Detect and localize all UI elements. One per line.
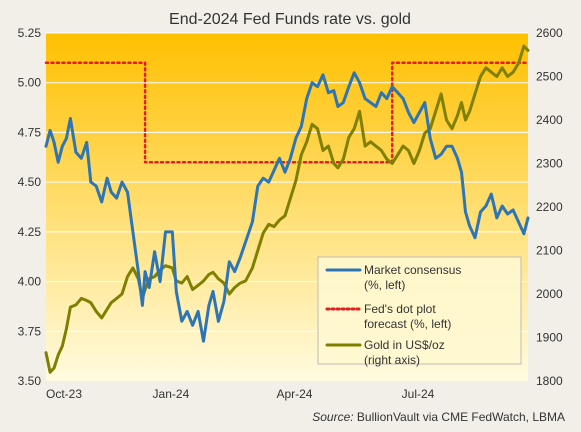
legend-gold-line2: (right axis) bbox=[364, 353, 420, 367]
legend-dot-plot-line2: forecast (%, left) bbox=[364, 317, 451, 331]
right-tick-label: 2200 bbox=[536, 200, 563, 214]
series-layer bbox=[44, 44, 530, 374]
right-tick-label: 2100 bbox=[536, 244, 563, 258]
left-tick-label: 4.25 bbox=[18, 225, 42, 239]
left-axis-ticks: 3.50 3.75 4.00 4.25 4.50 4.75 5.00 5.25 bbox=[18, 26, 42, 388]
right-tick-label: 2500 bbox=[536, 70, 563, 84]
x-tick-label: Oct-23 bbox=[46, 387, 82, 401]
source-label: Source: bbox=[312, 410, 353, 424]
left-tick-label: 3.75 bbox=[18, 324, 42, 338]
legend-market-consensus-line2: (%, left) bbox=[364, 278, 405, 292]
legend-market-consensus-line1: Market consensus bbox=[364, 263, 461, 277]
series-line-2 bbox=[44, 44, 530, 374]
right-axis-ticks: 1800 1900 2000 2100 2200 2300 2400 2500 2600 bbox=[536, 26, 563, 388]
right-tick-label: 2600 bbox=[536, 26, 563, 40]
legend-gold-line1: Gold in US$/oz bbox=[364, 338, 445, 352]
left-tick-label: 5.00 bbox=[18, 76, 42, 90]
right-tick-label: 2300 bbox=[536, 157, 563, 171]
left-tick-label: 3.50 bbox=[18, 374, 42, 388]
right-tick-label: 1900 bbox=[536, 331, 563, 345]
legend: Market consensus (%, left) Fed's dot plo… bbox=[317, 256, 522, 367]
x-tick-label: Jan-24 bbox=[153, 387, 190, 401]
left-tick-label: 4.75 bbox=[18, 125, 42, 139]
x-tick-label: Jul-24 bbox=[402, 387, 435, 401]
right-tick-label: 2000 bbox=[536, 287, 563, 301]
left-tick-label: 4.50 bbox=[18, 175, 42, 189]
x-axis-ticks: Oct-23 Jan-24 Apr-24 Jul-24 bbox=[46, 387, 435, 401]
x-tick-label: Apr-24 bbox=[276, 387, 312, 401]
source-note: Source: BullionVault via CME FedWatch, L… bbox=[312, 410, 565, 424]
left-tick-label: 5.25 bbox=[18, 26, 42, 40]
left-tick-label: 4.00 bbox=[18, 275, 42, 289]
series-line-1 bbox=[44, 61, 530, 164]
right-tick-label: 2400 bbox=[536, 113, 563, 127]
chart-title: End-2024 Fed Funds rate vs. gold bbox=[169, 11, 411, 28]
source-text: BullionVault via CME FedWatch, LBMA bbox=[357, 410, 565, 424]
right-tick-label: 1800 bbox=[536, 374, 563, 388]
series-line-0 bbox=[44, 71, 530, 343]
legend-dot-plot-line1: Fed's dot plot bbox=[364, 302, 436, 316]
